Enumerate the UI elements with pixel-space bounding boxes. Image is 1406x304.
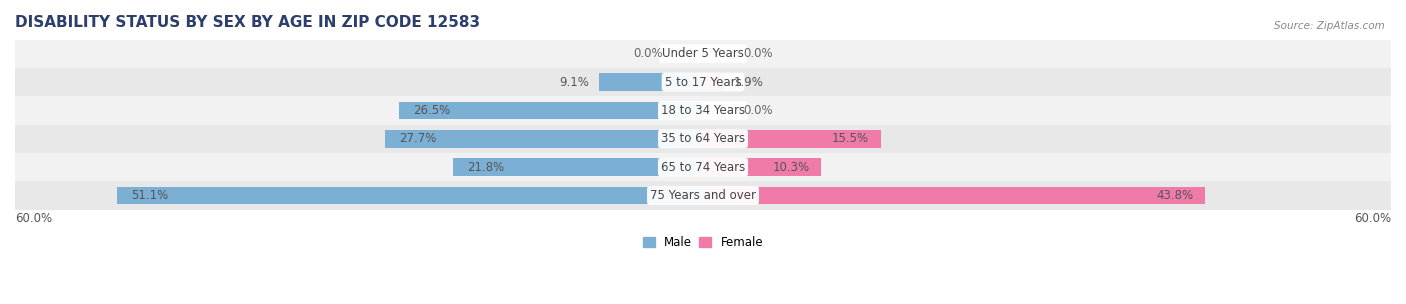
Legend: Male, Female: Male, Female <box>638 231 768 254</box>
Bar <box>703 73 724 91</box>
Bar <box>703 187 1205 204</box>
Bar <box>599 73 703 91</box>
Bar <box>15 125 1391 153</box>
Text: Under 5 Years: Under 5 Years <box>662 47 744 60</box>
Text: 0.0%: 0.0% <box>744 104 773 117</box>
Text: DISABILITY STATUS BY SEX BY AGE IN ZIP CODE 12583: DISABILITY STATUS BY SEX BY AGE IN ZIP C… <box>15 15 479 30</box>
Text: 60.0%: 60.0% <box>1354 212 1391 225</box>
Text: 18 to 34 Years: 18 to 34 Years <box>661 104 745 117</box>
Bar <box>399 102 703 119</box>
Bar <box>703 158 821 176</box>
Bar <box>703 130 880 147</box>
Text: 5 to 17 Years: 5 to 17 Years <box>665 76 741 88</box>
Text: 60.0%: 60.0% <box>15 212 52 225</box>
Text: 75 Years and over: 75 Years and over <box>650 189 756 202</box>
Text: 43.8%: 43.8% <box>1157 189 1194 202</box>
Text: 21.8%: 21.8% <box>467 161 503 174</box>
Text: 35 to 64 Years: 35 to 64 Years <box>661 132 745 145</box>
Text: 10.3%: 10.3% <box>772 161 810 174</box>
Text: 0.0%: 0.0% <box>633 47 662 60</box>
Text: 9.1%: 9.1% <box>560 76 589 88</box>
Bar <box>453 158 703 176</box>
Bar <box>15 181 1391 210</box>
Text: Source: ZipAtlas.com: Source: ZipAtlas.com <box>1274 21 1385 31</box>
Text: 1.9%: 1.9% <box>734 76 763 88</box>
Bar <box>117 187 703 204</box>
Bar <box>15 40 1391 68</box>
Text: 65 to 74 Years: 65 to 74 Years <box>661 161 745 174</box>
Text: 15.5%: 15.5% <box>832 132 869 145</box>
Bar <box>15 96 1391 125</box>
Text: 51.1%: 51.1% <box>131 189 169 202</box>
Bar <box>15 153 1391 181</box>
Bar <box>385 130 703 147</box>
Text: 26.5%: 26.5% <box>413 104 450 117</box>
Text: 27.7%: 27.7% <box>399 132 436 145</box>
Bar <box>15 68 1391 96</box>
Text: 0.0%: 0.0% <box>744 47 773 60</box>
